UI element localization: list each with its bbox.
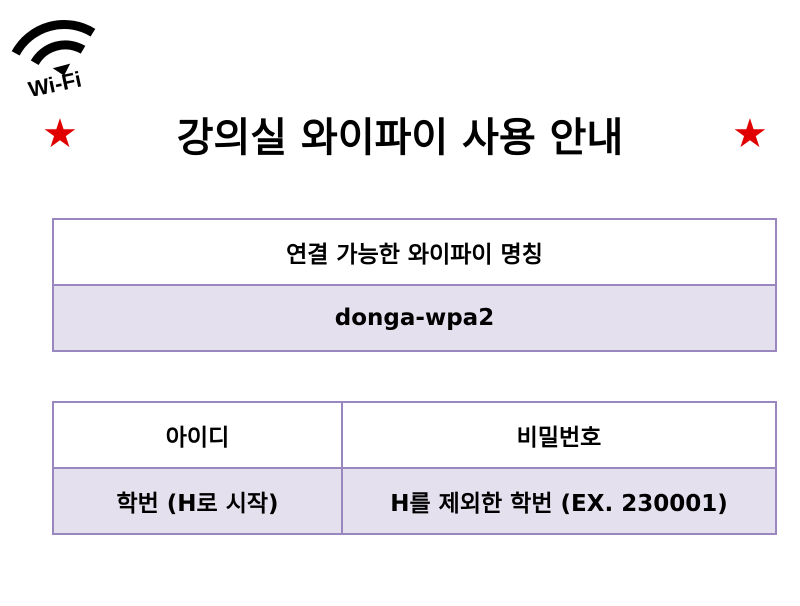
wifi-logo-text: Wi-Fi	[26, 67, 84, 96]
password-header: 비밀번호	[341, 401, 777, 469]
star-icon-right: ★	[732, 111, 768, 157]
star-icon-left: ★	[42, 111, 78, 157]
network-header: 연결 가능한 와이파이 명칭	[52, 218, 777, 286]
wifi-icon	[11, 19, 96, 76]
id-value: 학번 (H로 시작)	[52, 467, 343, 535]
network-table: 연결 가능한 와이파이 명칭 donga-wpa2	[52, 218, 777, 352]
page-title: 강의실 와이파이 사용 안내	[176, 115, 624, 161]
table-row: 학번 (H로 시작) H를 제외한 학번 (EX. 230001)	[52, 467, 777, 535]
table-row: donga-wpa2	[52, 284, 777, 352]
table-row: 연결 가능한 와이파이 명칭	[52, 218, 777, 286]
network-name: donga-wpa2	[52, 284, 777, 352]
wifi-logo: Wi-Fi	[11, 19, 96, 96]
credentials-table: 아이디 비밀번호 학번 (H로 시작) H를 제외한 학번 (EX. 23000…	[52, 401, 777, 535]
password-value: H를 제외한 학번 (EX. 230001)	[341, 467, 777, 535]
id-header: 아이디	[52, 401, 343, 469]
table-row: 아이디 비밀번호	[52, 401, 777, 469]
